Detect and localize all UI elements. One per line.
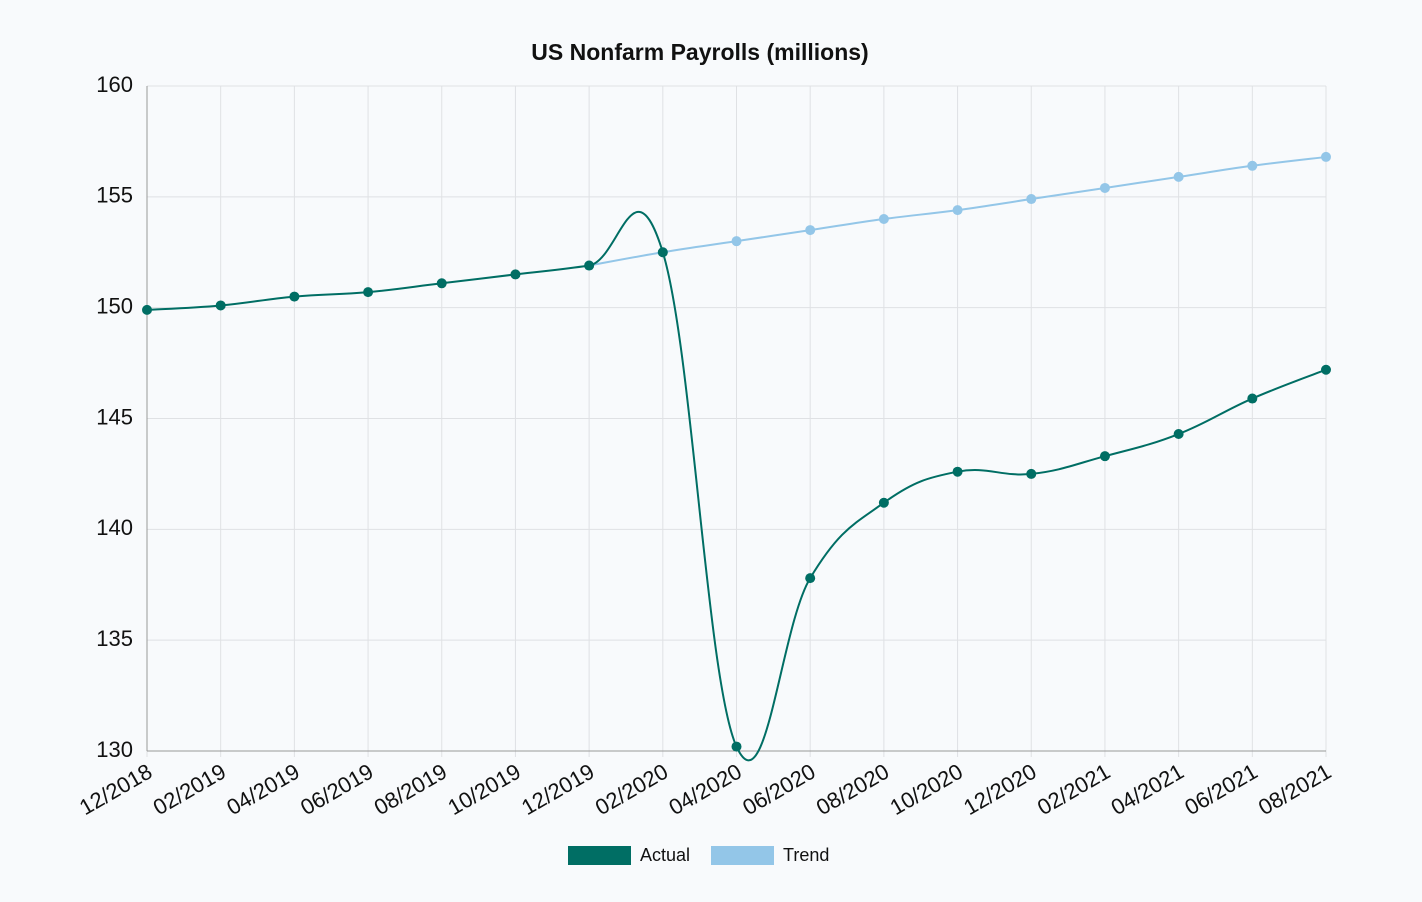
x-tick-label: 08/2021 xyxy=(1254,759,1335,820)
x-tick-label: 04/2019 xyxy=(222,759,303,820)
data-point xyxy=(1026,468,1037,479)
data-point xyxy=(1321,151,1331,162)
data-point xyxy=(1026,194,1037,205)
x-tick-label: 06/2021 xyxy=(1180,759,1261,820)
x-tick-label: 10/2020 xyxy=(886,759,967,820)
data-point xyxy=(731,741,742,752)
data-point xyxy=(1247,160,1258,171)
y-tick-label: 135 xyxy=(96,626,133,651)
x-tick-label: 12/2018 xyxy=(75,759,156,820)
x-tick-label: 12/2019 xyxy=(517,759,598,820)
data-point xyxy=(952,466,963,477)
x-tick-label: 08/2019 xyxy=(370,759,451,820)
data-point xyxy=(805,225,816,236)
data-point xyxy=(805,573,816,584)
x-tick-label: 10/2019 xyxy=(443,759,524,820)
data-point xyxy=(1173,429,1184,440)
x-tick-label: 08/2020 xyxy=(812,759,893,820)
data-point xyxy=(289,291,300,302)
legend-swatch xyxy=(568,846,631,865)
data-point xyxy=(363,287,374,298)
data-point xyxy=(731,236,742,247)
y-tick-label: 160 xyxy=(96,72,133,97)
x-tick-label: 04/2020 xyxy=(665,759,746,820)
data-point xyxy=(1321,364,1331,375)
y-tick-label: 150 xyxy=(96,293,133,318)
chart-title: US Nonfarm Payrolls (millions) xyxy=(531,39,868,65)
data-point xyxy=(878,497,889,508)
data-point xyxy=(215,300,226,311)
x-tick-label: 02/2020 xyxy=(591,759,672,820)
y-tick-label: 130 xyxy=(96,737,133,762)
data-point xyxy=(878,214,889,224)
data-point xyxy=(436,278,447,289)
legend-label: Trend xyxy=(783,845,829,865)
data-point xyxy=(142,304,152,315)
legend-swatch xyxy=(711,846,774,865)
data-point xyxy=(1247,393,1258,404)
x-tick-label: 02/2019 xyxy=(149,759,230,820)
x-tick-label: 12/2020 xyxy=(959,759,1040,820)
data-point xyxy=(510,269,521,280)
data-point xyxy=(657,247,668,258)
data-point xyxy=(1173,171,1184,182)
x-tick-label: 06/2019 xyxy=(296,759,377,820)
data-point xyxy=(584,260,595,271)
data-point xyxy=(1099,451,1110,462)
y-tick-label: 145 xyxy=(96,404,133,429)
y-tick-label: 155 xyxy=(96,183,133,208)
x-tick-label: 02/2021 xyxy=(1033,759,1114,820)
data-point xyxy=(952,205,963,216)
x-tick-label: 06/2020 xyxy=(738,759,819,820)
legend-label: Actual xyxy=(640,845,690,865)
x-tick-label: 04/2021 xyxy=(1107,759,1188,820)
y-tick-label: 140 xyxy=(96,515,133,540)
data-point xyxy=(1099,182,1110,193)
